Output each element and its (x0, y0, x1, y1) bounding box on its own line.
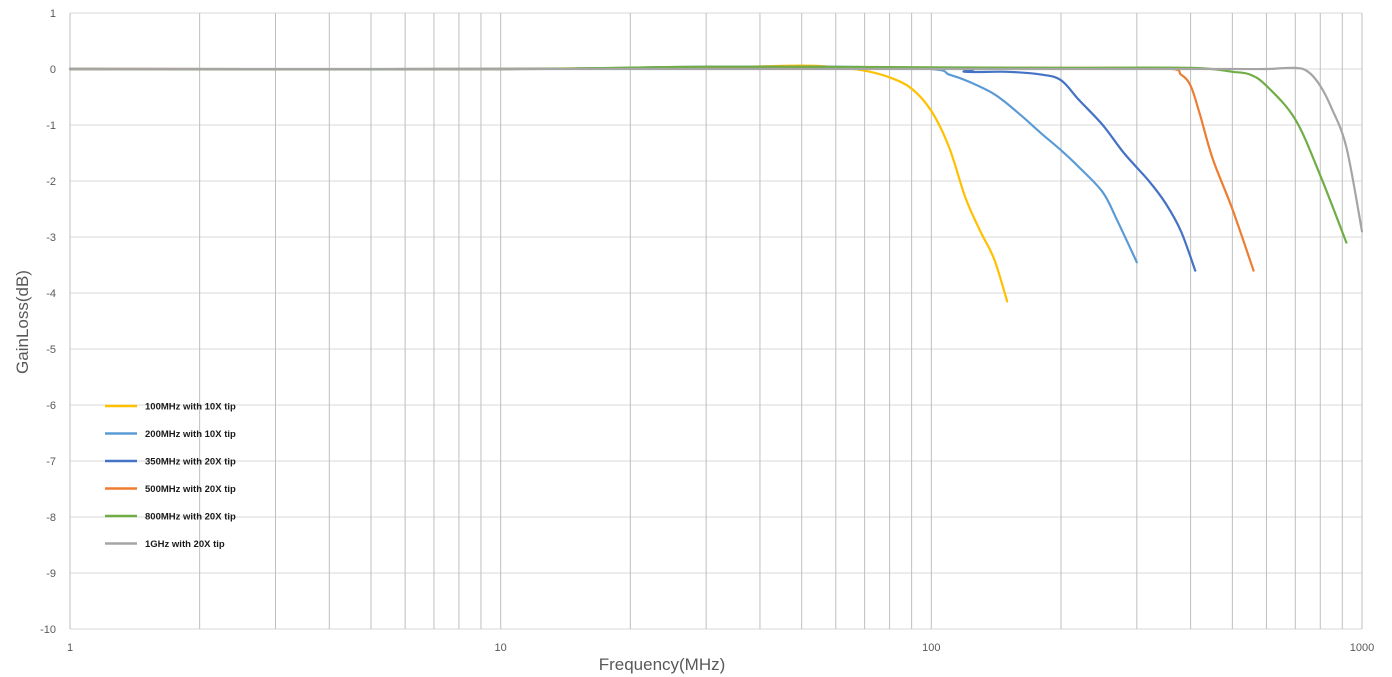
legend-label: 800MHz with 20X tip (145, 512, 236, 523)
series-lines (68, 64, 1364, 303)
x-tick-label: 1 (67, 642, 73, 654)
legend-label: 350MHz with 20X tip (145, 457, 236, 468)
x-tick-label: 100 (922, 642, 940, 654)
series-line (68, 66, 1197, 272)
y-tick-labels: 1 0 -1 -2 -3 -4 -5 -6 -7 -8 -9 -10 (40, 8, 56, 636)
legend-label: 500MHz with 20X tip (145, 484, 236, 495)
y-tick-label: -2 (46, 176, 56, 188)
y-tick-label: 0 (50, 64, 56, 76)
legend: 100MHz with 10X tip 200MHz with 10X tip 35… (105, 402, 236, 550)
x-tick-label: 1000 (1350, 642, 1374, 654)
y-tick-label: -10 (40, 624, 56, 636)
y-tick-label: 1 (50, 8, 56, 20)
y-tick-label: -7 (46, 456, 56, 468)
y-tick-label: -8 (46, 512, 56, 524)
legend-label: 1GHz with 20X tip (145, 539, 225, 550)
y-tick-label: -4 (46, 288, 56, 300)
vertical-gridlines (69, 13, 1363, 629)
series-line (68, 64, 1009, 303)
y-tick-label: -1 (46, 120, 56, 132)
y-tick-label: -3 (46, 232, 56, 244)
series-line (68, 65, 1138, 264)
series-line (68, 66, 1364, 233)
y-tick-label: -5 (46, 344, 56, 356)
horizontal-gridlines (70, 12, 1362, 630)
y-tick-label: -6 (46, 400, 56, 412)
legend-label: 200MHz with 10X tip (145, 429, 236, 440)
y-axis-title: GainLoss(dB) (13, 270, 32, 374)
legend-label: 100MHz with 10X tip (145, 402, 236, 413)
series-line (68, 65, 1348, 244)
x-tick-label: 10 (495, 642, 507, 654)
x-tick-labels: 1 10 100 1000 (67, 642, 1374, 654)
x-axis-title: Frequency(MHz) (599, 655, 726, 674)
y-tick-label: -9 (46, 568, 56, 580)
